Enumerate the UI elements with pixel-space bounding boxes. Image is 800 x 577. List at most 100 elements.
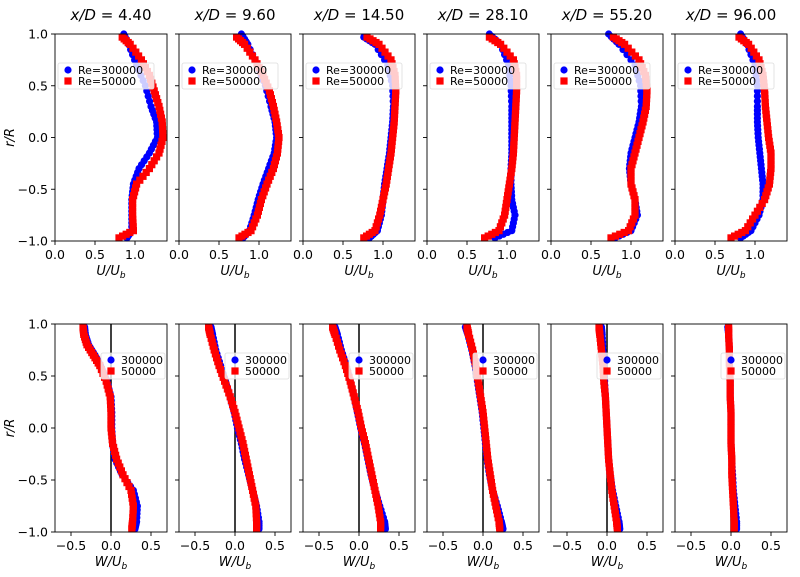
legend-marker-square: [64, 77, 72, 85]
data-point: [625, 227, 633, 235]
x-tick-label: 0.0: [721, 538, 741, 553]
data-point: [641, 106, 649, 114]
data-point: [246, 475, 254, 483]
panel-top-4: x/D = 28.100.0 0.5 1.0U/UbRe=300000Re=5000…: [417, 6, 540, 281]
data-point: [375, 215, 383, 223]
data-point: [215, 362, 223, 370]
data-point: [242, 455, 250, 463]
legend-marker-circle: [479, 356, 487, 364]
data-point: [753, 97, 762, 105]
data-point: [487, 479, 495, 487]
data-point: [727, 424, 735, 432]
x-tick-label: 0.0: [169, 247, 189, 262]
x-axis-label-subscript: b: [244, 271, 250, 281]
data-point: [766, 172, 774, 180]
x-axis-label-subscript: b: [246, 562, 252, 572]
data-point: [343, 365, 351, 374]
x-axis-label: W/Ub: [343, 555, 376, 572]
data-point: [126, 40, 134, 48]
x-axis-label-subscript: b: [618, 562, 624, 572]
data-point: [512, 102, 520, 111]
data-point: [465, 330, 473, 338]
data-point: [381, 188, 389, 196]
x-tick-label: 0.0: [225, 538, 245, 553]
data-point: [502, 203, 510, 211]
data-point: [387, 56, 395, 64]
data-point: [604, 443, 612, 452]
data-point: [227, 397, 235, 405]
data-point: [482, 440, 490, 448]
x-tick-label: −0.5: [180, 538, 210, 553]
panel-title-eq: =: [220, 6, 242, 24]
data-point: [238, 436, 246, 444]
x-tick-label: 0.0: [541, 247, 561, 262]
data-point: [597, 342, 605, 350]
data-point: [631, 196, 639, 204]
data-point: [357, 420, 365, 428]
data-point: [730, 514, 738, 522]
data-point: [643, 95, 651, 103]
panel-title-eq: =: [463, 6, 485, 24]
data-point: [509, 157, 517, 165]
data-point: [629, 157, 637, 165]
data-point: [107, 401, 115, 409]
data-point: [388, 141, 396, 149]
data-point: [480, 416, 488, 424]
data-point: [631, 149, 639, 157]
data-point: [155, 149, 163, 157]
data-point: [268, 168, 276, 177]
data-point: [270, 106, 278, 114]
data-point: [230, 404, 238, 413]
data-point: [364, 451, 372, 459]
x-tick-label: 1.0: [125, 247, 145, 262]
data-point: [129, 207, 137, 215]
data-point: [270, 161, 278, 169]
x-tick-label: 0.0: [101, 538, 121, 553]
data-point: [629, 188, 637, 196]
data-point: [107, 424, 115, 432]
data-point: [621, 40, 629, 48]
data-point: [156, 145, 164, 153]
data-point: [624, 44, 632, 52]
data-point: [765, 133, 773, 142]
data-point: [222, 381, 230, 389]
data-point: [129, 514, 137, 522]
legend-marker-square: [479, 367, 487, 375]
data-point: [389, 130, 397, 138]
data-point: [108, 432, 116, 440]
data-point: [253, 211, 261, 219]
data-point: [248, 482, 256, 491]
data-point: [606, 467, 614, 475]
data-point: [246, 48, 254, 56]
data-point: [157, 141, 165, 149]
y-tick-label: 0.0: [28, 421, 48, 436]
data-point: [728, 451, 736, 459]
data-point: [481, 432, 489, 440]
data-point: [108, 436, 116, 444]
data-point: [250, 219, 258, 227]
data-point: [512, 98, 520, 107]
data-point: [510, 133, 518, 142]
data-point: [479, 412, 487, 420]
data-point: [749, 215, 757, 223]
data-point: [727, 420, 735, 428]
data-point: [512, 95, 520, 103]
data-point: [493, 510, 501, 518]
legend-marker-circle: [107, 356, 115, 364]
legend-label: 50000: [617, 365, 652, 378]
data-point: [260, 188, 268, 196]
x-tick-label: 0.0: [597, 538, 617, 553]
data-point: [497, 40, 505, 48]
data-point: [755, 56, 763, 64]
data-point: [114, 459, 122, 467]
data-point: [491, 498, 499, 506]
data-point: [132, 184, 140, 192]
data-point: [135, 52, 143, 60]
data-point: [129, 44, 137, 52]
legend-label: 50000: [369, 365, 404, 378]
x-tick-label: 1.0: [745, 247, 765, 262]
data-point: [132, 48, 140, 56]
legend-box: [677, 62, 775, 90]
